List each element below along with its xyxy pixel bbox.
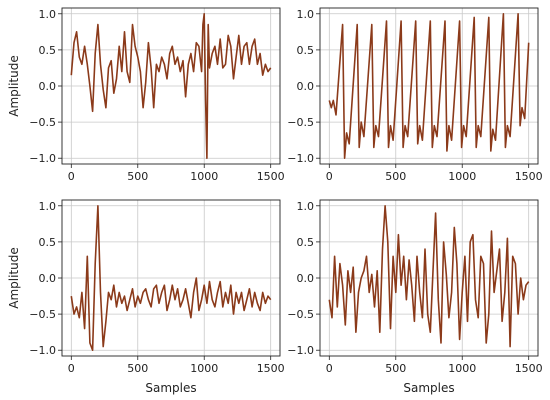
- x-tick-label: 0: [68, 170, 75, 183]
- y-tick-label: 0.5: [297, 44, 315, 57]
- y-tick-label: −1.0: [29, 152, 56, 165]
- panel-bottom-right: 0 500 1000 1500 −1.0 −0.5 0.0 0.5 1.0 Samples: [287, 200, 542, 395]
- y-tick-label: 1.0: [39, 200, 57, 213]
- x-tick-label: 1000: [190, 170, 218, 183]
- panel-top-right: 0 500 1000 1500 −1.0 −0.5 0.0 0.5 1.0: [287, 8, 542, 183]
- x-tick-label: 500: [127, 362, 148, 375]
- y-tick-label: −1.0: [287, 152, 314, 165]
- x-tick-label: 500: [385, 362, 406, 375]
- x-tick-label: 1500: [515, 170, 543, 183]
- x-tick-label: 1000: [190, 362, 218, 375]
- x-tick-label: 1000: [448, 362, 476, 375]
- x-tick-label: 1500: [515, 362, 543, 375]
- y-tick-label: −0.5: [29, 308, 56, 321]
- x-axis-label: Samples: [145, 381, 196, 395]
- x-axis-label: Samples: [403, 381, 454, 395]
- x-tick-label: 500: [385, 170, 406, 183]
- y-tick-label: −0.5: [287, 116, 314, 129]
- panel-bottom-left: 0 500 1000 1500 −1.0 −0.5 0.0 0.5 1.0 Amplitude Sa…: [7, 200, 285, 395]
- y-tick-label: 0.0: [297, 272, 315, 285]
- y-tick-label: −1.0: [287, 344, 314, 357]
- x-tick-label: 1500: [257, 362, 285, 375]
- y-tick-label: 0.0: [39, 80, 57, 93]
- y-tick-label: −0.5: [287, 308, 314, 321]
- x-tick-label: 1000: [448, 170, 476, 183]
- x-tick-label: 0: [326, 170, 333, 183]
- y-tick-label: 1.0: [297, 8, 315, 21]
- panel-top-left: 0 500 1000 1500 −1.0 −0.5 0.0 0.5 1.0 Amplitude: [7, 8, 285, 183]
- y-axis-label: Amplitude: [7, 55, 21, 117]
- y-tick-label: −1.0: [29, 344, 56, 357]
- y-tick-label: 0.5: [39, 236, 57, 249]
- y-tick-label: 0.5: [39, 44, 57, 57]
- y-tick-label: 0.0: [39, 272, 57, 285]
- y-tick-label: 1.0: [297, 200, 315, 213]
- y-axis-label: Amplitude: [7, 247, 21, 309]
- y-tick-label: 1.0: [39, 8, 57, 21]
- y-tick-label: −0.5: [29, 116, 56, 129]
- y-tick-label: 0.5: [297, 236, 315, 249]
- y-tick-label: 0.0: [297, 80, 315, 93]
- x-tick-label: 0: [326, 362, 333, 375]
- x-tick-label: 0: [68, 362, 75, 375]
- x-tick-label: 1500: [257, 170, 285, 183]
- x-tick-label: 500: [127, 170, 148, 183]
